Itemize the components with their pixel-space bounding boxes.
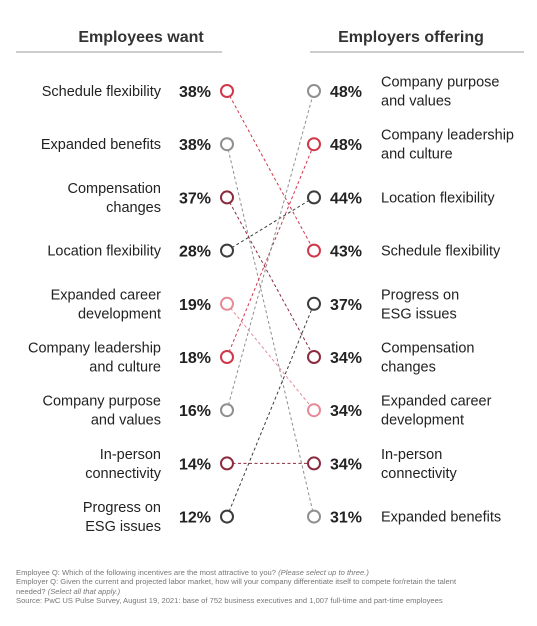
left-value-expanded-benefits: 38% bbox=[179, 137, 211, 154]
left-value-company-leadership-and-culture: 18% bbox=[179, 350, 211, 367]
right-marker-compensation-changes bbox=[307, 350, 321, 364]
right-label-company-leadership-and-culture: Company leadership and culture bbox=[381, 128, 514, 163]
right-marker-company-purpose-and-values bbox=[307, 84, 321, 98]
connector-progress-on-esg-issues bbox=[226, 303, 315, 517]
right-value-progress-on-esg-issues: 37% bbox=[330, 297, 362, 314]
right-value-company-purpose-and-values: 48% bbox=[330, 84, 362, 101]
right-label-company-purpose-and-values: Company purpose and values bbox=[381, 75, 500, 110]
connector-location-flexibility bbox=[226, 196, 315, 252]
right-value-location-flexibility: 44% bbox=[330, 190, 362, 207]
employer-question-note: (Select all that apply.) bbox=[47, 586, 121, 596]
right-label-expanded-benefits: Expanded benefits bbox=[381, 510, 501, 526]
connector-compensation-changes bbox=[226, 197, 315, 358]
connector-schedule-flexibility bbox=[226, 90, 315, 251]
employer-question-line2: needed? (Select all that apply.) bbox=[16, 587, 526, 596]
left-marker-company-leadership-and-culture bbox=[220, 350, 234, 364]
employee-question: Employee Q: Which of the following incen… bbox=[16, 568, 526, 577]
left-label-compensation-changes: Compensation changes bbox=[68, 181, 162, 216]
left-label-schedule-flexibility: Schedule flexibility bbox=[42, 84, 162, 100]
right-marker-location-flexibility bbox=[307, 190, 321, 205]
employee-question-note: (Please select up to three.) bbox=[278, 568, 369, 577]
right-header: Employers offering bbox=[338, 29, 484, 46]
footnotes: Employee Q: Which of the following incen… bbox=[16, 568, 526, 606]
right-label-schedule-flexibility: Schedule flexibility bbox=[381, 244, 501, 260]
employer-question-line2-text: needed? bbox=[16, 586, 46, 596]
right-marker-schedule-flexibility bbox=[307, 243, 321, 258]
connector-lines bbox=[226, 90, 315, 517]
right-value-expanded-benefits: 31% bbox=[330, 510, 362, 527]
left-marker-progress-on-esg-issues bbox=[220, 509, 234, 524]
left-value-schedule-flexibility: 38% bbox=[179, 84, 211, 101]
left-label-in-person-connectivity: In-person connectivity bbox=[85, 447, 162, 482]
left-label-progress-on-esg-issues: Progress on ESG issues bbox=[83, 500, 161, 535]
left-value-location-flexibility: 28% bbox=[179, 244, 211, 261]
left-header: Employees want bbox=[78, 29, 204, 46]
slope-chart: Employees want Employers offering Schedu… bbox=[16, 29, 524, 535]
right-label-location-flexibility: Location flexibility bbox=[381, 190, 495, 206]
connector-expanded-benefits bbox=[226, 144, 315, 517]
right-label-compensation-changes: Compensation changes bbox=[381, 341, 475, 376]
right-label-in-person-connectivity: In-person connectivity bbox=[381, 447, 458, 482]
left-value-progress-on-esg-issues: 12% bbox=[179, 510, 211, 527]
connector-expanded-career-development bbox=[226, 303, 315, 411]
right-marker-in-person-connectivity bbox=[307, 456, 321, 471]
left-value-expanded-career-development: 19% bbox=[179, 297, 211, 314]
right-value-schedule-flexibility: 43% bbox=[330, 244, 362, 261]
left-label-expanded-career-development: Expanded career development bbox=[51, 287, 162, 322]
right-marker-company-leadership-and-culture bbox=[307, 137, 321, 152]
left-marker-expanded-career-development bbox=[220, 296, 234, 311]
right-label-expanded-career-development: Expanded career development bbox=[381, 394, 492, 429]
left-label-location-flexibility: Location flexibility bbox=[47, 244, 161, 260]
left-value-company-purpose-and-values: 16% bbox=[179, 403, 211, 420]
right-value-company-leadership-and-culture: 48% bbox=[330, 137, 362, 154]
left-marker-company-purpose-and-values bbox=[220, 403, 234, 418]
left-value-in-person-connectivity: 14% bbox=[179, 456, 211, 473]
right-column: 48% Company purpose and values 48% Company l… bbox=[307, 75, 514, 527]
left-label-expanded-benefits: Expanded benefits bbox=[41, 137, 161, 153]
left-marker-location-flexibility bbox=[220, 243, 234, 258]
right-label-progress-on-esg-issues: Progress on ESG issues bbox=[381, 287, 459, 322]
right-value-expanded-career-development: 34% bbox=[330, 403, 362, 420]
left-column: Schedule flexibility 38% Expanded benefits… bbox=[28, 84, 234, 535]
left-label-company-leadership-and-culture: Company leadership and culture bbox=[28, 341, 161, 376]
right-marker-expanded-benefits bbox=[307, 509, 321, 524]
left-label-company-purpose-and-values: Company purpose and values bbox=[43, 394, 162, 429]
employee-question-text: Employee Q: Which of the following incen… bbox=[16, 568, 277, 577]
left-value-compensation-changes: 37% bbox=[179, 190, 211, 207]
connector-company-purpose-and-values bbox=[226, 90, 315, 411]
employer-question-line1: Employer Q: Given the current and projec… bbox=[16, 577, 457, 587]
left-marker-compensation-changes bbox=[220, 190, 234, 205]
right-value-in-person-connectivity: 34% bbox=[330, 456, 362, 473]
left-marker-expanded-benefits bbox=[220, 137, 234, 152]
right-value-compensation-changes: 34% bbox=[330, 350, 362, 367]
left-marker-schedule-flexibility bbox=[220, 84, 234, 98]
source-note: Source: PwC US Pulse Survey, August 19, … bbox=[16, 596, 443, 606]
right-marker-progress-on-esg-issues bbox=[307, 296, 321, 311]
right-marker-expanded-career-development bbox=[307, 403, 321, 418]
left-marker-in-person-connectivity bbox=[220, 456, 234, 471]
